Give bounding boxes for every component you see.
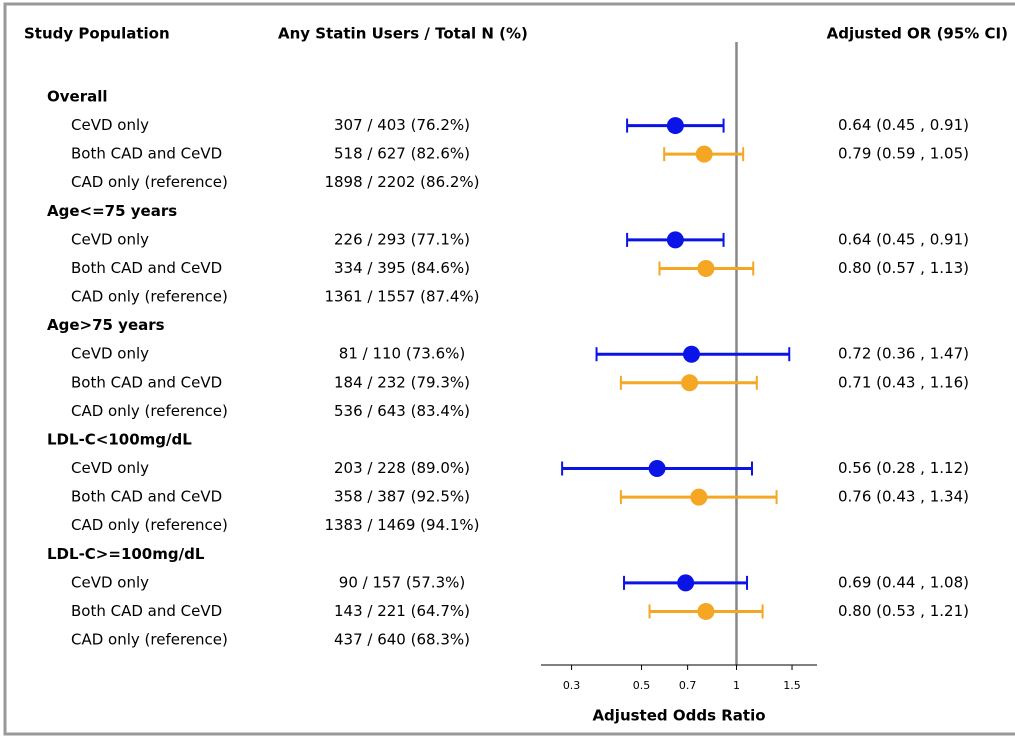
or-label: 0.80 (0.53 , 1.21) xyxy=(838,602,969,620)
users-count: 1383 / 1469 (94.1%) xyxy=(324,516,479,534)
row-label: CeVD only xyxy=(71,345,149,363)
or-label: 0.69 (0.44 , 1.08) xyxy=(838,573,969,591)
users-count: 203 / 228 (89.0%) xyxy=(334,459,470,477)
column-header: Adjusted OR (95% CI) xyxy=(827,25,1008,43)
column-header: Study Population xyxy=(24,25,170,43)
point-estimate xyxy=(681,374,699,392)
point-estimate xyxy=(682,345,700,363)
point-estimate xyxy=(666,231,684,249)
group-label: Overall xyxy=(47,88,108,106)
point-estimate xyxy=(648,460,666,478)
or-label: 0.76 (0.43 , 1.34) xyxy=(838,488,969,506)
users-count: 226 / 293 (77.1%) xyxy=(334,230,470,248)
x-tick-label: 0.3 xyxy=(563,679,581,692)
row-label: Both CAD and CeVD xyxy=(71,602,222,620)
point-estimate xyxy=(690,488,708,506)
point-estimate xyxy=(697,259,715,277)
row-label: CAD only (reference) xyxy=(71,288,228,306)
point-estimate xyxy=(666,117,684,135)
users-count: 1898 / 2202 (86.2%) xyxy=(324,173,479,191)
row-label: CAD only (reference) xyxy=(71,516,228,534)
row-label: CeVD only xyxy=(71,116,149,134)
or-label: 0.72 (0.36 , 1.47) xyxy=(838,345,969,363)
frame xyxy=(3,2,1015,736)
row-label: Both CAD and CeVD xyxy=(71,259,222,277)
users-count: 334 / 395 (84.6%) xyxy=(334,259,470,277)
row-label: Both CAD and CeVD xyxy=(71,373,222,391)
group-label: LDL-C>=100mg/dL xyxy=(47,545,205,563)
row-label: CAD only (reference) xyxy=(71,402,228,420)
x-tick-label: 1.5 xyxy=(783,679,801,692)
row-label: Both CAD and CeVD xyxy=(71,488,222,506)
point-estimate xyxy=(677,574,695,592)
users-count: 184 / 232 (79.3%) xyxy=(334,373,470,391)
or-label: 0.56 (0.28 , 1.12) xyxy=(838,459,969,477)
or-label: 0.71 (0.43 , 1.16) xyxy=(838,373,969,391)
users-count: 1361 / 1557 (87.4%) xyxy=(324,288,479,306)
x-tick-label: 0.7 xyxy=(679,679,697,692)
row-label: CeVD only xyxy=(71,230,149,248)
row-label: CAD only (reference) xyxy=(71,631,228,649)
users-count: 143 / 221 (64.7%) xyxy=(334,602,470,620)
users-count: 437 / 640 (68.3%) xyxy=(334,631,470,649)
users-count: 90 / 157 (57.3%) xyxy=(339,573,465,591)
row-label: CeVD only xyxy=(71,459,149,477)
group-label: Age>75 years xyxy=(47,316,165,334)
x-tick-label: 0.5 xyxy=(633,679,651,692)
row-label: CeVD only xyxy=(71,573,149,591)
users-count: 358 / 387 (92.5%) xyxy=(334,488,470,506)
row-label: CAD only (reference) xyxy=(71,173,228,191)
group-label: LDL-C<100mg/dL xyxy=(47,430,192,448)
or-label: 0.79 (0.59 , 1.05) xyxy=(838,145,969,163)
or-label: 0.64 (0.45 , 0.91) xyxy=(838,230,969,248)
or-label: 0.64 (0.45 , 0.91) xyxy=(838,116,969,134)
x-axis-label: Adjusted Odds Ratio xyxy=(592,707,765,725)
point-estimate xyxy=(695,145,713,163)
users-count: 518 / 627 (82.6%) xyxy=(334,145,470,163)
x-tick-label: 1 xyxy=(733,679,740,692)
users-count: 536 / 643 (83.4%) xyxy=(334,402,470,420)
column-header: Any Statin Users / Total N (%) xyxy=(278,25,528,43)
group-label: Age<=75 years xyxy=(47,202,177,220)
users-count: 307 / 403 (76.2%) xyxy=(334,116,470,134)
row-label: Both CAD and CeVD xyxy=(71,145,222,163)
users-count: 81 / 110 (73.6%) xyxy=(339,345,465,363)
point-estimate xyxy=(697,602,715,620)
or-label: 0.80 (0.57 , 1.13) xyxy=(838,259,969,277)
